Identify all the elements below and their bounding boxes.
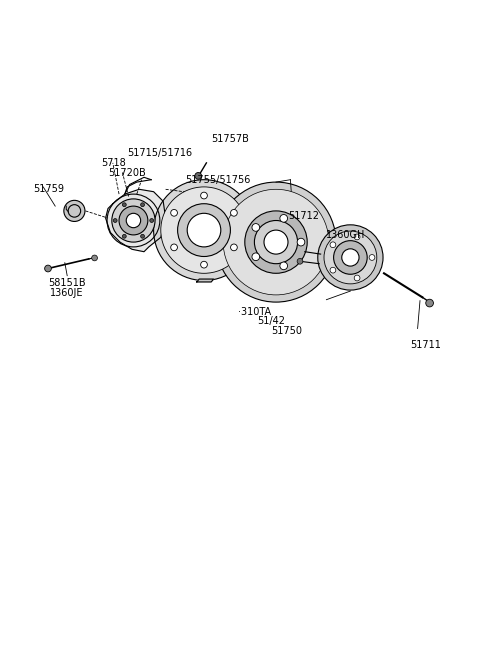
Text: 51/42: 51/42 [257, 316, 285, 327]
Circle shape [252, 253, 260, 261]
Polygon shape [106, 189, 166, 252]
Text: 51750: 51750 [271, 326, 302, 336]
Circle shape [230, 210, 237, 216]
Text: 1360JE: 1360JE [50, 288, 84, 298]
Circle shape [330, 242, 336, 248]
Circle shape [119, 206, 148, 235]
Circle shape [369, 254, 375, 260]
Circle shape [113, 219, 117, 223]
Text: 1360GH: 1360GH [326, 230, 366, 240]
Text: 51755/51756: 51755/51756 [185, 175, 250, 185]
Circle shape [324, 231, 377, 284]
Circle shape [161, 187, 247, 273]
Circle shape [122, 235, 126, 238]
Text: 58151B: 58151B [48, 278, 85, 288]
Circle shape [122, 203, 126, 206]
Circle shape [195, 173, 202, 179]
Circle shape [201, 261, 207, 268]
Text: 51711: 51711 [410, 340, 441, 350]
Circle shape [297, 238, 305, 246]
Circle shape [426, 299, 433, 307]
Text: 51715/51716: 51715/51716 [127, 148, 192, 158]
Circle shape [318, 225, 383, 290]
Circle shape [354, 275, 360, 281]
Circle shape [45, 265, 51, 272]
Circle shape [330, 267, 336, 273]
Circle shape [280, 262, 288, 269]
Circle shape [141, 203, 144, 206]
Circle shape [92, 255, 97, 261]
Circle shape [252, 223, 260, 231]
Circle shape [64, 200, 85, 221]
Circle shape [150, 219, 154, 223]
Circle shape [216, 182, 336, 302]
Circle shape [141, 235, 144, 238]
Text: 5718: 5718 [101, 158, 126, 168]
Circle shape [230, 244, 237, 251]
Circle shape [126, 214, 141, 228]
Circle shape [187, 214, 221, 247]
Circle shape [297, 258, 303, 264]
Circle shape [354, 234, 360, 240]
Circle shape [171, 210, 178, 216]
Circle shape [201, 193, 207, 199]
Circle shape [245, 211, 307, 273]
Circle shape [154, 180, 254, 281]
Text: 51757B: 51757B [211, 134, 249, 144]
Circle shape [280, 215, 288, 222]
Circle shape [178, 204, 230, 256]
Circle shape [264, 230, 288, 254]
Text: 51720B: 51720B [108, 168, 146, 177]
Circle shape [112, 199, 155, 242]
Text: ·310TA: ·310TA [238, 307, 271, 317]
Polygon shape [197, 279, 214, 282]
Circle shape [223, 189, 329, 295]
Text: 51759: 51759 [34, 185, 65, 194]
Circle shape [342, 249, 359, 266]
Circle shape [171, 244, 178, 251]
Circle shape [334, 240, 367, 274]
Text: 51712: 51712 [288, 211, 319, 221]
Circle shape [254, 221, 298, 263]
